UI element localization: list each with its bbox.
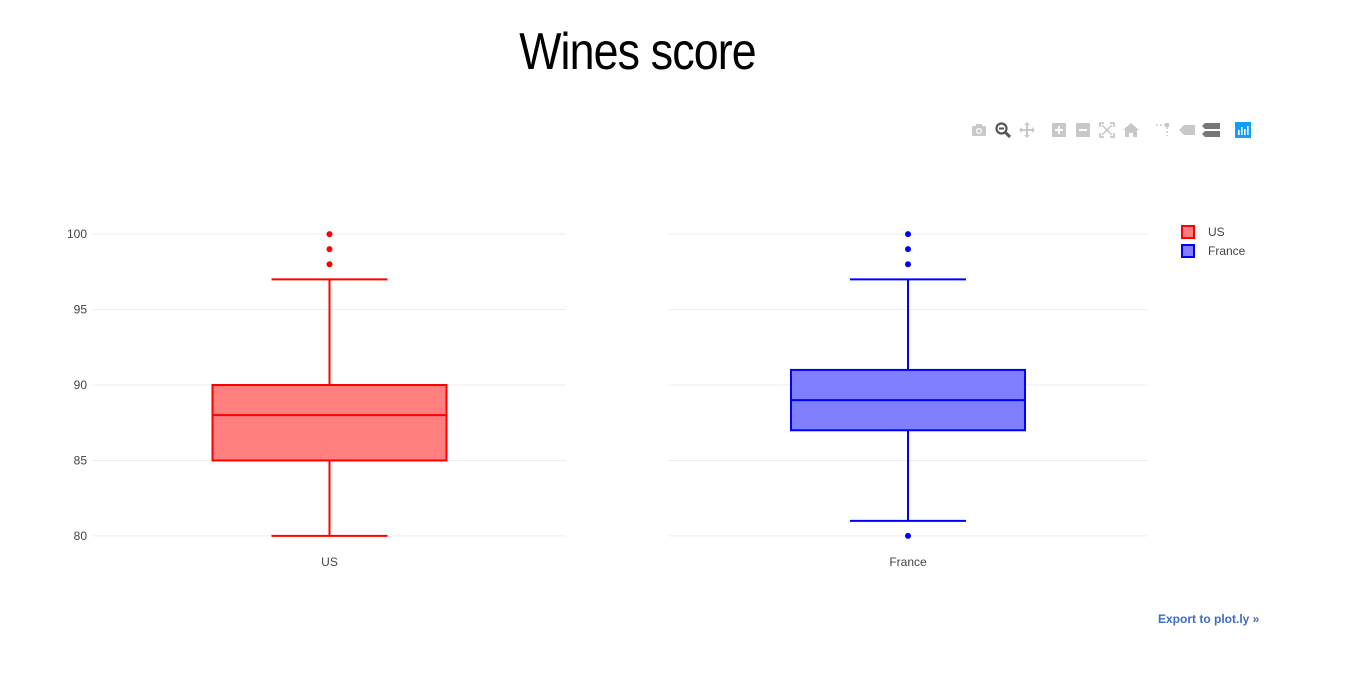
x-tick-label: US bbox=[321, 555, 338, 569]
y-tick-label: 95 bbox=[74, 303, 88, 317]
plot-france: France bbox=[669, 231, 1147, 569]
y-tick-label: 80 bbox=[74, 529, 88, 543]
legend-label: US bbox=[1208, 225, 1225, 239]
autoscale-icon[interactable] bbox=[1098, 121, 1116, 139]
modebar bbox=[970, 121, 1258, 139]
outlier-point bbox=[326, 261, 333, 268]
y-tick-label: 100 bbox=[67, 227, 87, 241]
hover-closest-icon[interactable] bbox=[1178, 121, 1196, 139]
chart-title: Wines score bbox=[519, 23, 756, 81]
legend-label: France bbox=[1208, 244, 1246, 258]
outlier-point bbox=[905, 261, 911, 268]
outlier-point bbox=[905, 246, 911, 253]
plot-us: 80 85 90 95 100 US bbox=[67, 227, 566, 569]
outlier-point bbox=[326, 246, 333, 253]
y-tick-label: 85 bbox=[74, 453, 88, 467]
box bbox=[211, 384, 448, 462]
legend-swatch bbox=[1181, 244, 1195, 258]
legend-swatch bbox=[1181, 225, 1195, 239]
pan-icon[interactable] bbox=[1018, 121, 1036, 139]
y-tick-label: 90 bbox=[74, 378, 88, 392]
legend: US France bbox=[1181, 225, 1246, 258]
zoom-icon[interactable] bbox=[994, 121, 1012, 139]
spike-lines-icon[interactable] bbox=[1154, 121, 1172, 139]
outlier-point bbox=[905, 231, 911, 238]
plotly-logo-icon[interactable] bbox=[1234, 121, 1252, 139]
x-tick-label: France bbox=[889, 555, 927, 569]
hover-compare-icon[interactable] bbox=[1202, 121, 1220, 139]
camera-icon[interactable] bbox=[970, 121, 988, 139]
outlier-point bbox=[905, 532, 911, 539]
reset-axes-icon[interactable] bbox=[1122, 121, 1140, 139]
zoom-out-icon[interactable] bbox=[1074, 121, 1092, 139]
outlier-point bbox=[326, 231, 333, 238]
export-link[interactable]: Export to plot.ly » bbox=[1158, 612, 1260, 626]
zoom-in-icon[interactable] bbox=[1050, 121, 1068, 139]
